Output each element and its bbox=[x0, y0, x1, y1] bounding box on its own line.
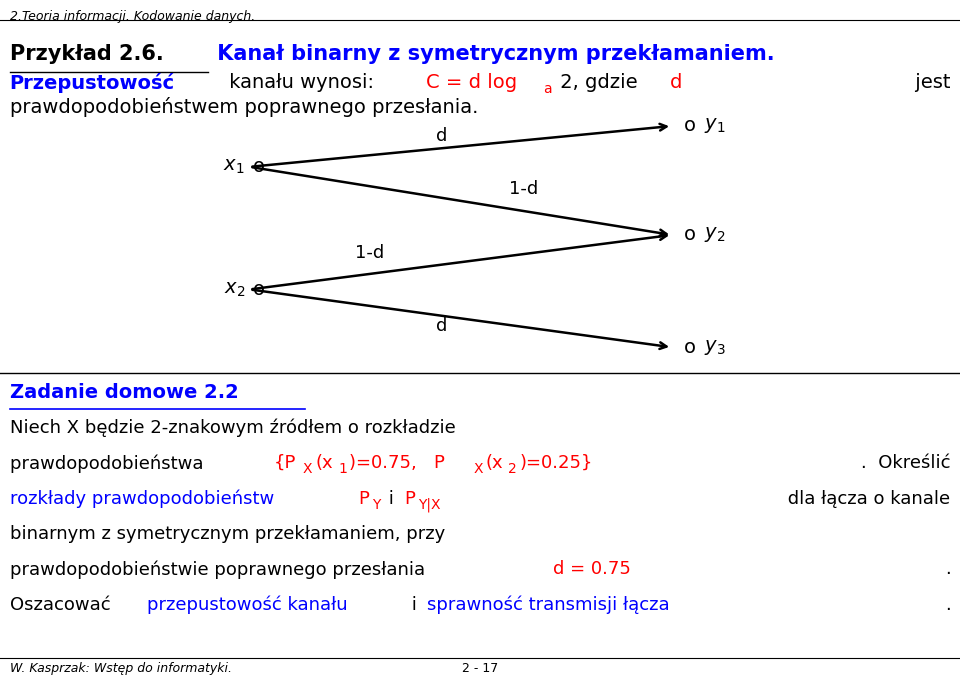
Text: .  Określić: . Określić bbox=[861, 454, 950, 472]
Text: 1-d: 1-d bbox=[509, 180, 538, 198]
Text: )=0.75,   P: )=0.75, P bbox=[349, 454, 445, 472]
Text: $y_1$: $y_1$ bbox=[704, 116, 725, 136]
Text: Kanał binarny z symetrycznym przekłamaniem.: Kanał binarny z symetrycznym przekłamani… bbox=[210, 44, 775, 64]
Text: .: . bbox=[945, 596, 950, 614]
Text: X: X bbox=[473, 462, 483, 477]
Text: o: o bbox=[684, 225, 695, 244]
Text: Zadanie domowe 2.2: Zadanie domowe 2.2 bbox=[10, 383, 238, 402]
Text: jest: jest bbox=[909, 73, 950, 92]
Text: Przepustowość: Przepustowość bbox=[10, 73, 175, 93]
Text: X: X bbox=[303, 462, 313, 477]
Text: $x_1$: $x_1$ bbox=[224, 157, 245, 176]
Text: binarnym z symetrycznym przekłamaniem, przy: binarnym z symetrycznym przekłamaniem, p… bbox=[10, 525, 444, 543]
Text: 1-d: 1-d bbox=[355, 244, 384, 262]
Text: dla łącza o kanale: dla łącza o kanale bbox=[782, 490, 950, 507]
Text: 1: 1 bbox=[338, 462, 347, 477]
Text: .: . bbox=[945, 560, 950, 578]
Text: (x: (x bbox=[315, 454, 333, 472]
Text: przepustowość kanału: przepustowość kanału bbox=[147, 596, 348, 614]
Text: o: o bbox=[252, 280, 265, 299]
Text: Przykład 2.6.: Przykład 2.6. bbox=[10, 44, 163, 64]
Text: Y: Y bbox=[372, 498, 380, 512]
Text: 2.Teoria informacji. Kodowanie danych.: 2.Teoria informacji. Kodowanie danych. bbox=[10, 10, 254, 23]
Text: P: P bbox=[404, 490, 415, 507]
Text: a: a bbox=[543, 82, 552, 96]
Text: prawdopodobieństwem poprawnego przesłania.: prawdopodobieństwem poprawnego przesłani… bbox=[10, 97, 478, 116]
Text: Oszacować: Oszacować bbox=[10, 596, 116, 614]
Text: prawdopodobieństwie poprawnego przesłania: prawdopodobieństwie poprawnego przesłani… bbox=[10, 560, 430, 579]
Text: kanału wynosi:: kanału wynosi: bbox=[223, 73, 380, 92]
Text: 2 - 17: 2 - 17 bbox=[462, 662, 498, 675]
Text: o: o bbox=[684, 338, 695, 357]
Text: $y_2$: $y_2$ bbox=[704, 225, 725, 244]
Text: d: d bbox=[670, 73, 683, 92]
Text: $x_2$: $x_2$ bbox=[224, 280, 245, 299]
Text: i: i bbox=[406, 596, 422, 614]
Text: d: d bbox=[436, 127, 447, 145]
Text: $y_3$: $y_3$ bbox=[704, 338, 725, 357]
Text: prawdopodobieństwa: prawdopodobieństwa bbox=[10, 454, 215, 473]
Text: sprawność transmisji łącza: sprawność transmisji łącza bbox=[427, 596, 670, 614]
Text: rozkłady prawdopodobieństw: rozkłady prawdopodobieństw bbox=[10, 490, 279, 508]
Text: d = 0.75: d = 0.75 bbox=[553, 560, 631, 578]
Text: C = d log: C = d log bbox=[425, 73, 516, 92]
Text: {P: {P bbox=[275, 454, 297, 472]
Text: o: o bbox=[684, 116, 695, 136]
Text: d: d bbox=[436, 317, 447, 334]
Text: i: i bbox=[383, 490, 399, 507]
Text: P: P bbox=[358, 490, 369, 507]
Text: 2: 2 bbox=[508, 462, 516, 477]
Text: Y|X: Y|X bbox=[419, 498, 441, 512]
Text: (x: (x bbox=[486, 454, 503, 472]
Text: o: o bbox=[252, 157, 265, 176]
Text: W. Kasprzak: Wstęp do informatyki.: W. Kasprzak: Wstęp do informatyki. bbox=[10, 662, 231, 675]
Text: 2, gdzie: 2, gdzie bbox=[554, 73, 644, 92]
Text: )=0.25}: )=0.25} bbox=[519, 454, 593, 472]
Text: Niech X będzie 2-znakowym źródłem o rozkładzie: Niech X będzie 2-znakowym źródłem o rozk… bbox=[10, 419, 455, 437]
